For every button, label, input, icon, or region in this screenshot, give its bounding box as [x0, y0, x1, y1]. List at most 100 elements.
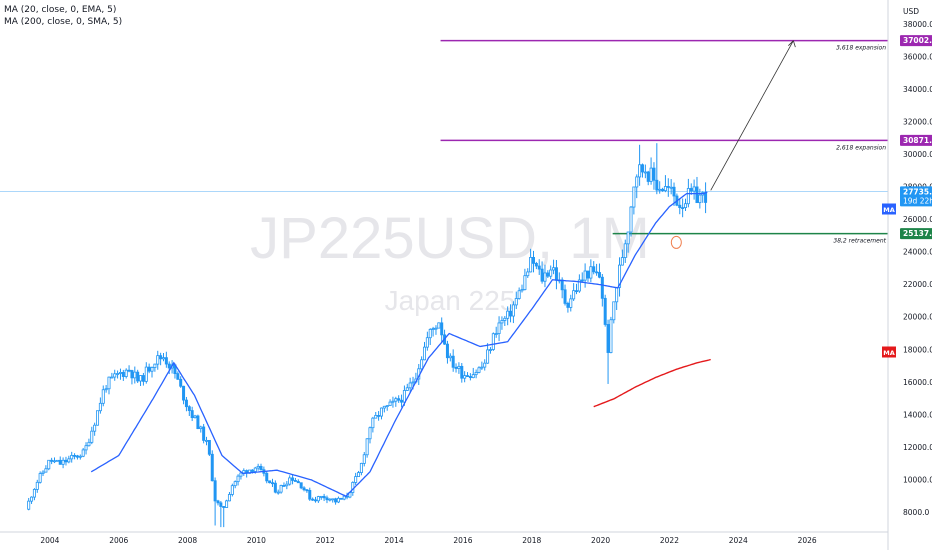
candle-body	[466, 375, 470, 378]
candle-body	[397, 398, 401, 401]
candle-body	[420, 359, 424, 370]
candle-body	[382, 405, 386, 409]
currency-label: USD	[903, 7, 919, 16]
candle-body	[41, 471, 45, 474]
indicator-ema20-label[interactable]: MA (20, close, 0, EMA, 5)	[4, 5, 117, 15]
candle-body	[61, 459, 65, 465]
candle-body	[357, 472, 361, 477]
x-tick-label: 2016	[453, 536, 472, 545]
candle-body	[517, 290, 521, 299]
candle-body	[216, 500, 220, 504]
candle-body	[666, 186, 670, 188]
y-tick-label: 10000.0	[903, 475, 932, 484]
candle-body	[225, 500, 229, 508]
candle-body	[632, 186, 636, 208]
candle-body	[233, 481, 237, 487]
candle-body	[618, 264, 622, 288]
candle-body	[58, 459, 62, 465]
candle-body	[615, 286, 619, 303]
candle-body	[98, 402, 102, 412]
candle-body	[623, 243, 627, 258]
candle-body	[314, 499, 318, 502]
candle-body	[75, 455, 79, 458]
candle-body	[477, 367, 481, 373]
candle-body	[704, 192, 708, 203]
candle-body	[242, 470, 246, 474]
x-tick-label: 2018	[522, 536, 541, 545]
candle-body	[270, 482, 274, 485]
moving-averages-layer	[90, 191, 711, 497]
y-tick-label: 24000.0	[903, 248, 932, 257]
candle-body	[101, 389, 105, 404]
candle-body	[161, 357, 165, 360]
candle-body	[609, 319, 613, 353]
candle-body	[649, 167, 653, 182]
level-382-price-tag-bg	[900, 228, 932, 240]
candle-body	[374, 415, 378, 419]
candle-body	[150, 367, 154, 372]
candle-body	[64, 459, 68, 463]
candle-body	[549, 269, 553, 277]
candle-body	[692, 186, 696, 192]
sma200-axis-badge: MA	[882, 346, 896, 358]
candle-body	[494, 333, 498, 335]
candle-body	[32, 489, 36, 498]
candle-body	[334, 498, 338, 503]
candle-body	[182, 385, 186, 401]
candle-body	[268, 480, 272, 484]
candle-body	[560, 279, 564, 291]
candle-body	[606, 324, 610, 353]
y-tick-label: 36000.0	[903, 52, 932, 61]
candle-body	[339, 497, 343, 500]
candle-body	[448, 355, 452, 359]
candle-body	[379, 407, 383, 417]
candle-body	[291, 477, 295, 481]
candle-body	[663, 186, 667, 192]
candle-body	[127, 369, 131, 372]
candle-body	[27, 500, 31, 510]
candle-body	[110, 376, 114, 379]
candle-body	[336, 497, 340, 503]
indicator-sma200-label[interactable]: MA (200, close, 0, SMA, 5)	[4, 17, 123, 27]
candle-body	[566, 302, 570, 308]
candle-body	[187, 406, 191, 411]
candle-body	[202, 426, 206, 441]
candle-body	[276, 491, 280, 494]
candle-body	[646, 171, 650, 182]
candle-body	[552, 267, 556, 271]
candle-body	[282, 485, 286, 487]
candle-body	[437, 322, 441, 329]
candle-body	[643, 171, 647, 174]
current-price-tag-text: 19d 22h	[903, 196, 932, 205]
candle-body	[451, 355, 455, 368]
candle-body	[288, 477, 292, 485]
candle-body	[569, 298, 573, 308]
candle-body	[388, 401, 392, 407]
candle-body	[669, 186, 673, 189]
candle-body	[592, 266, 596, 273]
level-2618-price-tag: 30871.2	[900, 134, 932, 146]
candle-body	[104, 388, 108, 391]
candle-body	[681, 207, 685, 209]
candle-body	[431, 328, 435, 330]
ema20-axis-badge-bg	[882, 203, 896, 215]
candle-body	[273, 482, 277, 493]
candle-body	[402, 390, 406, 403]
sma200-axis-badge-bg	[882, 346, 896, 358]
candle-body	[371, 417, 375, 429]
candle-body	[253, 467, 257, 472]
candle-body	[133, 371, 137, 379]
candle-body	[612, 301, 616, 321]
candle-body	[629, 206, 633, 233]
candle-body	[299, 482, 303, 489]
sma200-line	[593, 358, 711, 408]
candle-body	[434, 327, 438, 330]
candle-body	[351, 482, 355, 493]
candle-body	[205, 439, 209, 442]
x-tick-label: 2012	[316, 536, 335, 545]
candle-body	[520, 289, 524, 292]
candle-body	[305, 489, 309, 492]
x-tick-label: 2008	[178, 536, 197, 545]
